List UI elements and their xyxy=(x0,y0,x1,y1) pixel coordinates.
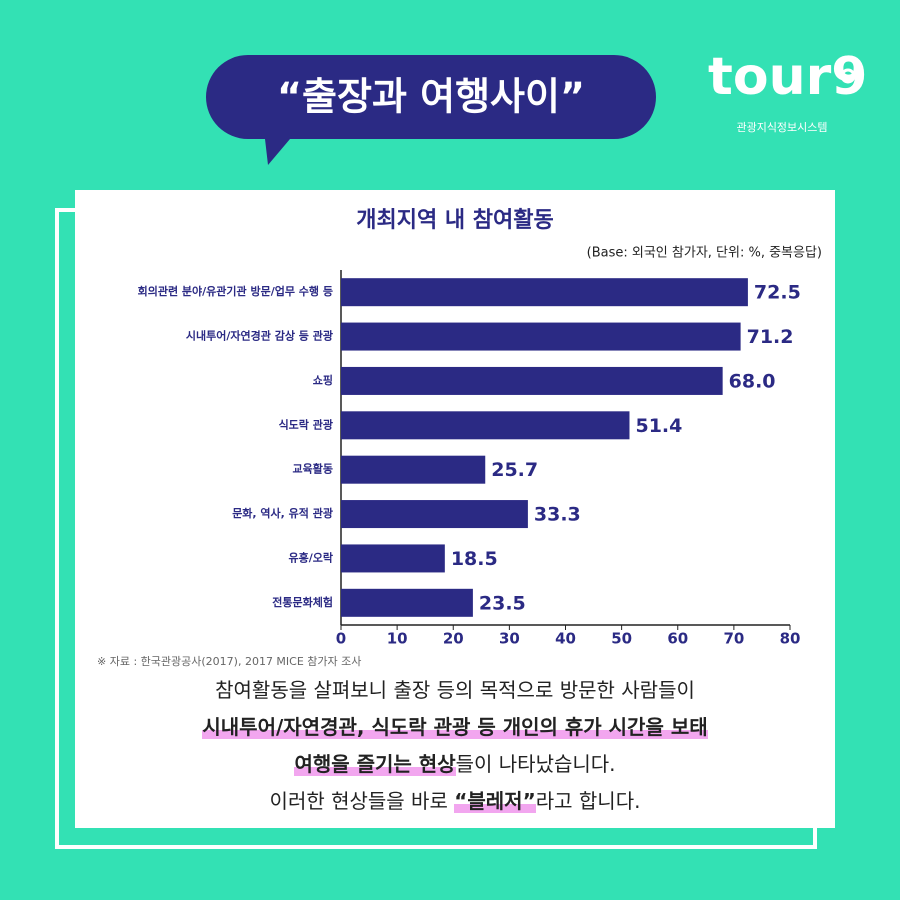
bar xyxy=(341,588,473,617)
y-tick-label: 식도락 관광 xyxy=(279,417,333,431)
value-label: 72.5 xyxy=(754,282,801,304)
value-label: 51.4 xyxy=(635,415,682,437)
x-tick-label: 0 xyxy=(336,630,346,648)
x-tick-label: 50 xyxy=(611,630,632,648)
x-tick-label: 70 xyxy=(723,630,744,648)
caption-text: 참여활동을 살펴보니 출장 등의 목적으로 방문한 사람들이 xyxy=(215,678,695,702)
x-tick-label: 10 xyxy=(387,630,408,648)
y-tick-label: 회의관련 분야/유관기관 방문/업무 수행 등 xyxy=(138,284,333,298)
header-title: “출장과 여행사이” xyxy=(277,75,585,119)
value-label: 33.3 xyxy=(534,504,581,526)
caption-line: 이러한 현상들을 바로 “블레저”라고 합니다. xyxy=(75,783,835,820)
highlighted-text: “블레저” xyxy=(454,789,536,813)
value-label: 18.5 xyxy=(451,548,498,570)
y-tick-label: 문화, 역사, 유적 관광 xyxy=(232,506,333,520)
bar xyxy=(341,366,723,395)
caption-line: 시내투어/자연경관, 식도락 관광 등 개인의 휴가 시간을 보태 xyxy=(75,709,835,746)
caption-text: 이러한 현상들을 바로 xyxy=(269,789,455,813)
chart-title: 개최지역 내 참여활동 xyxy=(356,208,553,233)
y-tick-label: 시내투어/자연경관 감상 등 관광 xyxy=(186,329,333,343)
value-label: 25.7 xyxy=(491,459,538,481)
y-tick-label: 유흥/오락 xyxy=(289,550,334,564)
caption-line: 참여활동을 살펴보니 출장 등의 목적으로 방문한 사람들이 xyxy=(75,672,835,709)
bar xyxy=(341,544,445,573)
logo-subtitle: 관광지식정보시스템 xyxy=(736,121,827,134)
speech-bubble xyxy=(206,55,656,165)
x-tick-label: 80 xyxy=(780,630,801,648)
value-label: 71.2 xyxy=(747,326,794,348)
highlighted-text: 시내투어/자연경관, 식도락 관광 등 개인의 휴가 시간을 보태 xyxy=(202,715,708,739)
highlighted-text: 여행을 즐기는 현상 xyxy=(294,752,456,776)
y-tick-label: 전통문화체험 xyxy=(272,595,333,609)
logo-pin xyxy=(840,68,856,84)
bar xyxy=(341,322,741,351)
y-tick-label: 교육활동 xyxy=(293,462,333,476)
source: ※ 자료 : 한국관광공사(2017), 2017 MICE 참가자 조사 xyxy=(97,655,361,668)
x-tick-label: 20 xyxy=(443,630,464,648)
caption-text: 라고 합니다. xyxy=(535,789,641,813)
bar xyxy=(341,411,630,440)
bar xyxy=(341,278,748,307)
caption-text: 들이 나타났습니다. xyxy=(455,752,616,776)
x-tick-label: 40 xyxy=(555,630,576,648)
x-tick-label: 60 xyxy=(667,630,688,648)
value-label: 23.5 xyxy=(479,592,526,614)
y-tick-label: 쇼핑 xyxy=(313,373,333,387)
caption-line: 여행을 즐기는 현상들이 나타났습니다. xyxy=(75,746,835,783)
value-label: 68.0 xyxy=(729,370,776,392)
chart-subtitle: (Base: 외국인 참가자, 단위: %, 중복응답) xyxy=(587,246,822,261)
bar xyxy=(341,500,528,529)
bar xyxy=(341,455,486,484)
x-tick-label: 30 xyxy=(499,630,520,648)
